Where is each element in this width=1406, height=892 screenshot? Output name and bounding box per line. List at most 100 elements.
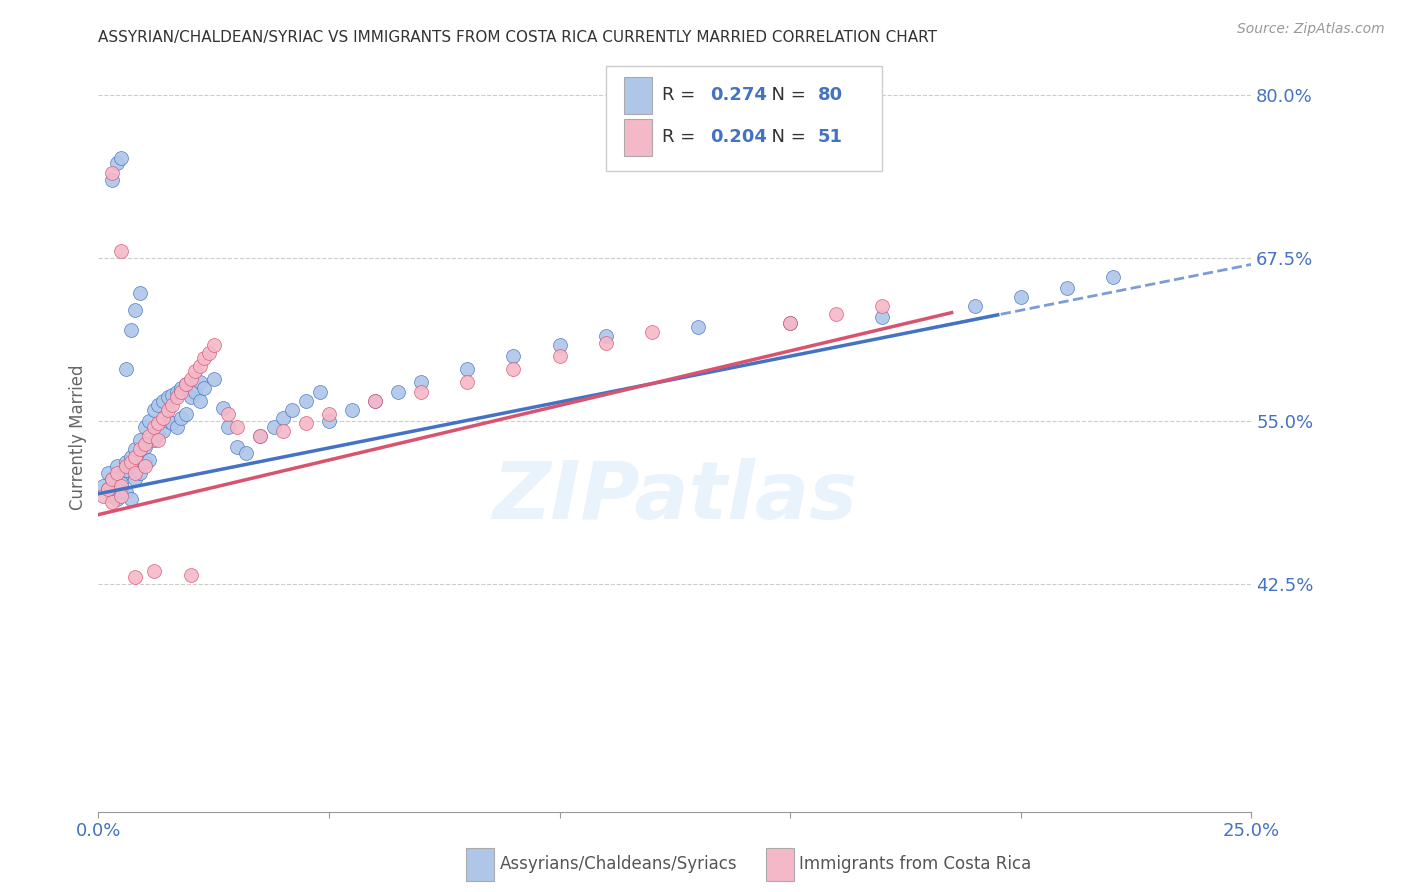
Point [686, 320, 709, 334]
Point [180, 567, 202, 582]
Point [548, 349, 571, 363]
Point [105, 466, 128, 480]
Point [138, 414, 160, 428]
Text: R =: R = [662, 128, 702, 146]
Point [184, 364, 207, 378]
Point [456, 375, 478, 389]
Point [160, 398, 183, 412]
Text: ASSYRIAN/CHALDEAN/SYRIAC VS IMMIGRANTS FROM COSTA RICA CURRENTLY MARRIED CORRELA: ASSYRIAN/CHALDEAN/SYRIAC VS IMMIGRANTS F… [98, 29, 938, 45]
Point [110, 484, 132, 499]
Point [105, 155, 128, 169]
Point [271, 424, 294, 438]
Point [110, 468, 132, 483]
Text: Assyrians/Chaldeans/Syriacs: Assyrians/Chaldeans/Syriacs [499, 855, 737, 873]
Point [110, 151, 132, 165]
Point [249, 429, 271, 443]
Point [174, 377, 197, 392]
Point [124, 466, 146, 480]
Point [170, 411, 193, 425]
Point [101, 472, 124, 486]
Point [134, 459, 156, 474]
Point [148, 426, 170, 441]
Point [101, 172, 124, 186]
Text: 80: 80 [818, 87, 844, 104]
Point [198, 346, 221, 360]
Point [120, 455, 142, 469]
Point [217, 407, 239, 421]
Point [120, 450, 142, 465]
Point [411, 375, 433, 389]
Point [202, 338, 225, 352]
Text: N =: N = [761, 87, 811, 104]
Point [872, 299, 894, 313]
Point [281, 403, 304, 417]
Point [152, 424, 174, 438]
FancyBboxPatch shape [766, 848, 793, 881]
Point [872, 310, 894, 324]
Point [124, 442, 146, 457]
Text: 51: 51 [818, 128, 842, 146]
Point [110, 489, 132, 503]
Point [595, 329, 617, 343]
Point [156, 390, 179, 404]
Point [101, 489, 124, 503]
Point [1056, 281, 1078, 295]
Point [97, 482, 120, 496]
FancyBboxPatch shape [606, 66, 883, 171]
Point [110, 479, 132, 493]
Point [91, 479, 114, 493]
Point [160, 417, 183, 431]
Point [308, 385, 330, 400]
Point [217, 420, 239, 434]
Point [138, 453, 160, 467]
Point [101, 472, 124, 486]
Point [105, 491, 128, 506]
Point [152, 411, 174, 425]
Point [318, 407, 340, 421]
Point [502, 361, 524, 376]
Point [97, 482, 120, 496]
Point [124, 472, 146, 486]
Point [110, 476, 132, 491]
Text: N =: N = [761, 128, 811, 146]
Point [129, 466, 152, 480]
Point [180, 390, 202, 404]
Point [124, 450, 146, 465]
Point [110, 244, 132, 259]
Point [115, 455, 138, 469]
Point [641, 325, 664, 339]
Point [411, 385, 433, 400]
Point [340, 403, 363, 417]
Point [115, 463, 138, 477]
Point [779, 316, 801, 330]
Point [295, 394, 318, 409]
Point [134, 420, 156, 434]
FancyBboxPatch shape [467, 848, 494, 881]
Point [124, 570, 146, 584]
Point [142, 420, 165, 434]
Point [193, 381, 215, 395]
Point [120, 322, 142, 336]
Point [212, 401, 235, 415]
Text: ZIPatlas: ZIPatlas [492, 458, 858, 536]
FancyBboxPatch shape [624, 119, 652, 156]
Point [91, 489, 114, 503]
Point [1010, 290, 1032, 304]
Point [263, 420, 285, 434]
Point [101, 166, 124, 180]
Point [188, 375, 211, 389]
Point [134, 440, 156, 454]
Point [202, 372, 225, 386]
Y-axis label: Currently Married: Currently Married [69, 364, 87, 510]
Point [101, 494, 124, 508]
Point [156, 403, 179, 417]
Point [166, 390, 188, 404]
Point [184, 385, 207, 400]
Point [166, 385, 188, 400]
Text: R =: R = [662, 87, 702, 104]
Point [364, 394, 387, 409]
Point [188, 394, 211, 409]
Point [502, 349, 524, 363]
Point [456, 361, 478, 376]
Point [148, 417, 170, 431]
